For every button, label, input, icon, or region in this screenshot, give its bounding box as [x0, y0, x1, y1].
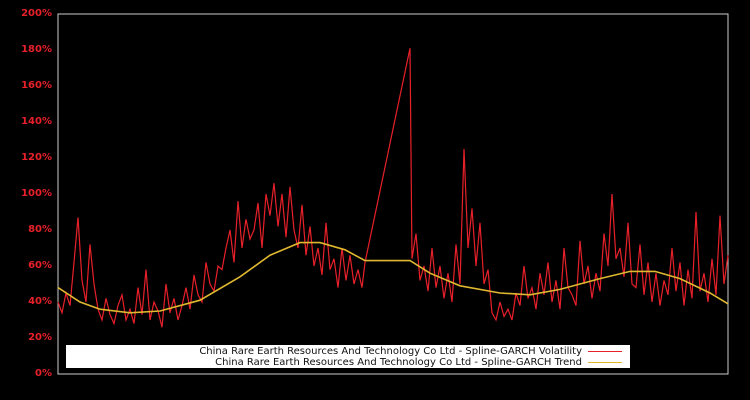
- y-tick-label: 140%: [21, 117, 52, 127]
- y-tick-label: 20%: [28, 333, 52, 343]
- plot-area: [58, 14, 728, 374]
- y-tick-label: 100%: [21, 189, 52, 199]
- y-tick-label: 60%: [28, 261, 52, 271]
- legend: China Rare Earth Resources And Technolog…: [66, 345, 630, 368]
- y-tick-label: 80%: [28, 225, 52, 235]
- legend-label-trend: China Rare Earth Resources And Technolog…: [215, 357, 582, 368]
- legend-label-volatility: China Rare Earth Resources And Technolog…: [199, 346, 582, 357]
- y-tick-label: 40%: [28, 297, 52, 307]
- y-tick-label: 180%: [21, 45, 52, 55]
- y-tick-label: 0%: [35, 369, 52, 379]
- legend-item-trend: China Rare Earth Resources And Technolog…: [215, 357, 622, 368]
- y-tick-label: 200%: [21, 9, 52, 19]
- y-tick-label: 160%: [21, 81, 52, 91]
- legend-swatch-trend: [588, 362, 622, 363]
- legend-item-volatility: China Rare Earth Resources And Technolog…: [199, 346, 622, 357]
- legend-swatch-volatility: [588, 351, 622, 352]
- y-tick-label: 120%: [21, 153, 52, 163]
- volatility-chart: [0, 0, 750, 400]
